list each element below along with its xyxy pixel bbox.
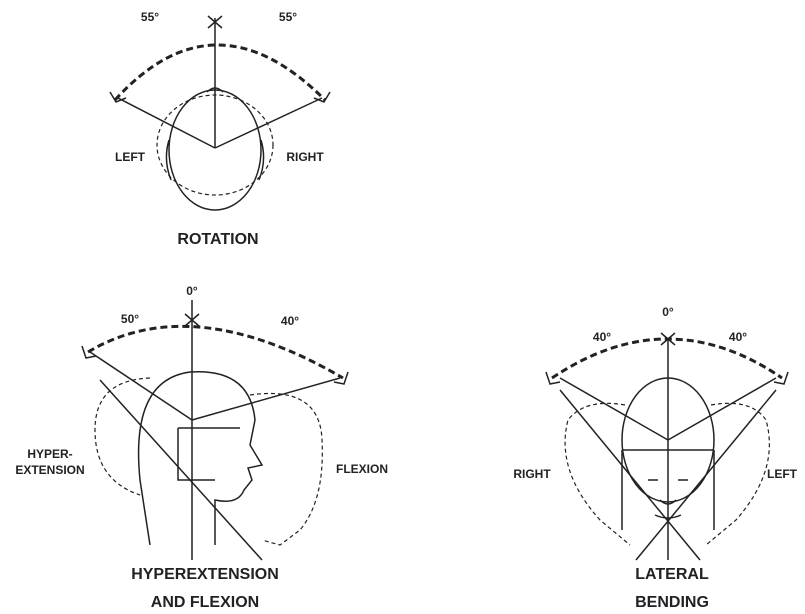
figure-title: LATERAL (635, 566, 709, 583)
lateral-figure (546, 333, 788, 560)
angle-label: 40° (281, 314, 299, 328)
rotation-figure (110, 16, 330, 210)
figure-title: BENDING (635, 594, 709, 611)
figure-title: ROTATION (177, 231, 258, 248)
diagram: 55° 55° LEFT RIGHT ROTATION 0° 50° 40° H… (0, 0, 805, 614)
side-label: HYPER- (27, 447, 72, 461)
side-label: FLEXION (336, 462, 388, 476)
figure-title: HYPEREXTENSION (131, 566, 279, 583)
angle-label: 0° (186, 284, 198, 298)
figure-title: AND FLEXION (151, 594, 259, 611)
side-label: EXTENSION (15, 463, 84, 477)
side-label: LEFT (767, 467, 798, 481)
side-label: RIGHT (286, 150, 324, 164)
angle-label: 55° (279, 10, 297, 24)
angle-label: 0° (662, 305, 674, 319)
side-label: LEFT (115, 150, 146, 164)
angle-label: 40° (729, 330, 747, 344)
angle-label: 50° (121, 312, 139, 326)
angle-label: 55° (141, 10, 159, 24)
flexion-figure (82, 300, 348, 560)
side-label: RIGHT (513, 467, 551, 481)
angle-label: 40° (593, 330, 611, 344)
